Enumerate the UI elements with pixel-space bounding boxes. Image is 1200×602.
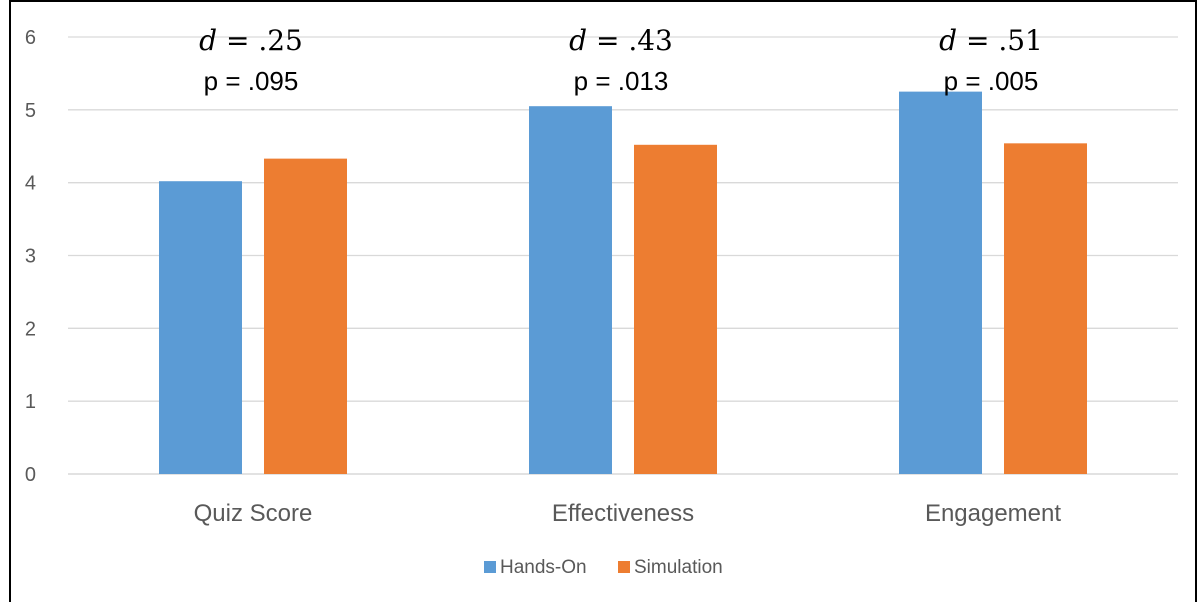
y-tick-label: 1 — [25, 391, 36, 413]
y-tick-label: 2 — [25, 318, 36, 340]
effect-size-label: d = .51 — [939, 24, 1043, 57]
legend-label: Simulation — [634, 557, 723, 578]
y-tick-label: 0 — [25, 464, 36, 486]
category-label: Effectiveness — [552, 500, 694, 527]
gridlines — [68, 36, 1178, 475]
y-axis-tick-labels: 0 1 2 3 4 5 6 — [25, 27, 36, 486]
p-value-label: p = .095 — [204, 66, 299, 96]
category-label: Quiz Score — [194, 500, 313, 527]
effect-size-label: d = .25 — [199, 24, 303, 57]
legend-label: Hands-On — [500, 557, 587, 578]
bars — [159, 91, 1087, 475]
legend-swatch — [618, 561, 630, 573]
legend: Hands-On Simulation — [484, 557, 723, 578]
bar-simulation-quiz-score — [264, 158, 347, 475]
bar-hands-on-quiz-score — [159, 181, 242, 474]
bar-simulation-effectiveness — [634, 144, 717, 474]
bar-hands-on-effectiveness — [529, 106, 612, 475]
y-tick-label: 5 — [25, 100, 36, 122]
legend-swatch — [484, 561, 496, 573]
effect-size-label: d = .43 — [569, 24, 673, 57]
y-tick-label: 6 — [25, 27, 36, 49]
p-value-label: p = .005 — [944, 66, 1039, 96]
y-tick-label: 3 — [25, 246, 36, 268]
category-label: Engagement — [925, 500, 1061, 527]
bar-hands-on-engagement — [899, 91, 982, 474]
y-tick-label: 4 — [25, 173, 36, 195]
x-axis-category-labels: Quiz Score Effectiveness Engagement — [194, 500, 1062, 527]
significance-annotations: d = .25 p = .095 d = .43 p = .013 d = .51 p =… — [199, 24, 1043, 96]
p-value-label: p = .013 — [574, 66, 669, 96]
bar-simulation-engagement — [1004, 143, 1087, 474]
